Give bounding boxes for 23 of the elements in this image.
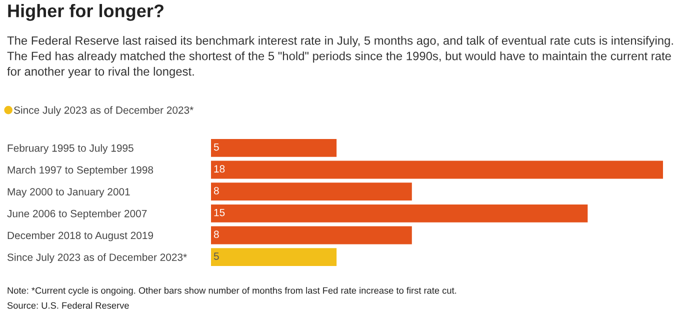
- y-tick-label: February 1995 to July 1995: [8, 144, 134, 154]
- bar: [211, 226, 412, 244]
- chart-title: Higher for longer?: [8, 4, 164, 21]
- chart-subtitle: The Federal Reserve last raised its benchmark interest rate in July, 5 months ago, and talk of eventual rate cuts is intensifying. The Fed has already matched the shortest of the 5 "hold" periods since the 1990s, but would have to maintain the current rate for another year to rival the longest.: [7, 36, 673, 78]
- y-tick-label: December 2018 to August 2019: [8, 231, 154, 242]
- bar: [211, 248, 337, 266]
- data-label: 8: [214, 230, 219, 238]
- bar: [211, 138, 337, 157]
- data-label: 15: [214, 208, 225, 216]
- bar: [211, 204, 588, 222]
- data-label: 8: [214, 187, 219, 194]
- y-tick-label: March 1997 to September 1998: [8, 166, 154, 176]
- legend-label: Since July 2023 as of December 2023*: [14, 106, 194, 116]
- data-label: 5: [214, 143, 219, 151]
- data-label: 5: [214, 252, 219, 260]
- bar: [211, 160, 663, 179]
- source-note: Source: U.S. Federal Reserve: [7, 302, 129, 309]
- bar: [211, 182, 412, 201]
- y-tick-label: May 2000 to January 2001: [8, 188, 130, 198]
- y-tick-label: June 2006 to September 2007: [7, 210, 147, 220]
- text: Note: *Current cycle is ongoing. Other bars show number of months from last Fed rate increase to first rate cut.: [8, 287, 456, 296]
- y-tick-label: Since July 2023 as of December 2023*: [7, 253, 187, 264]
- data-label: 18: [214, 165, 225, 173]
